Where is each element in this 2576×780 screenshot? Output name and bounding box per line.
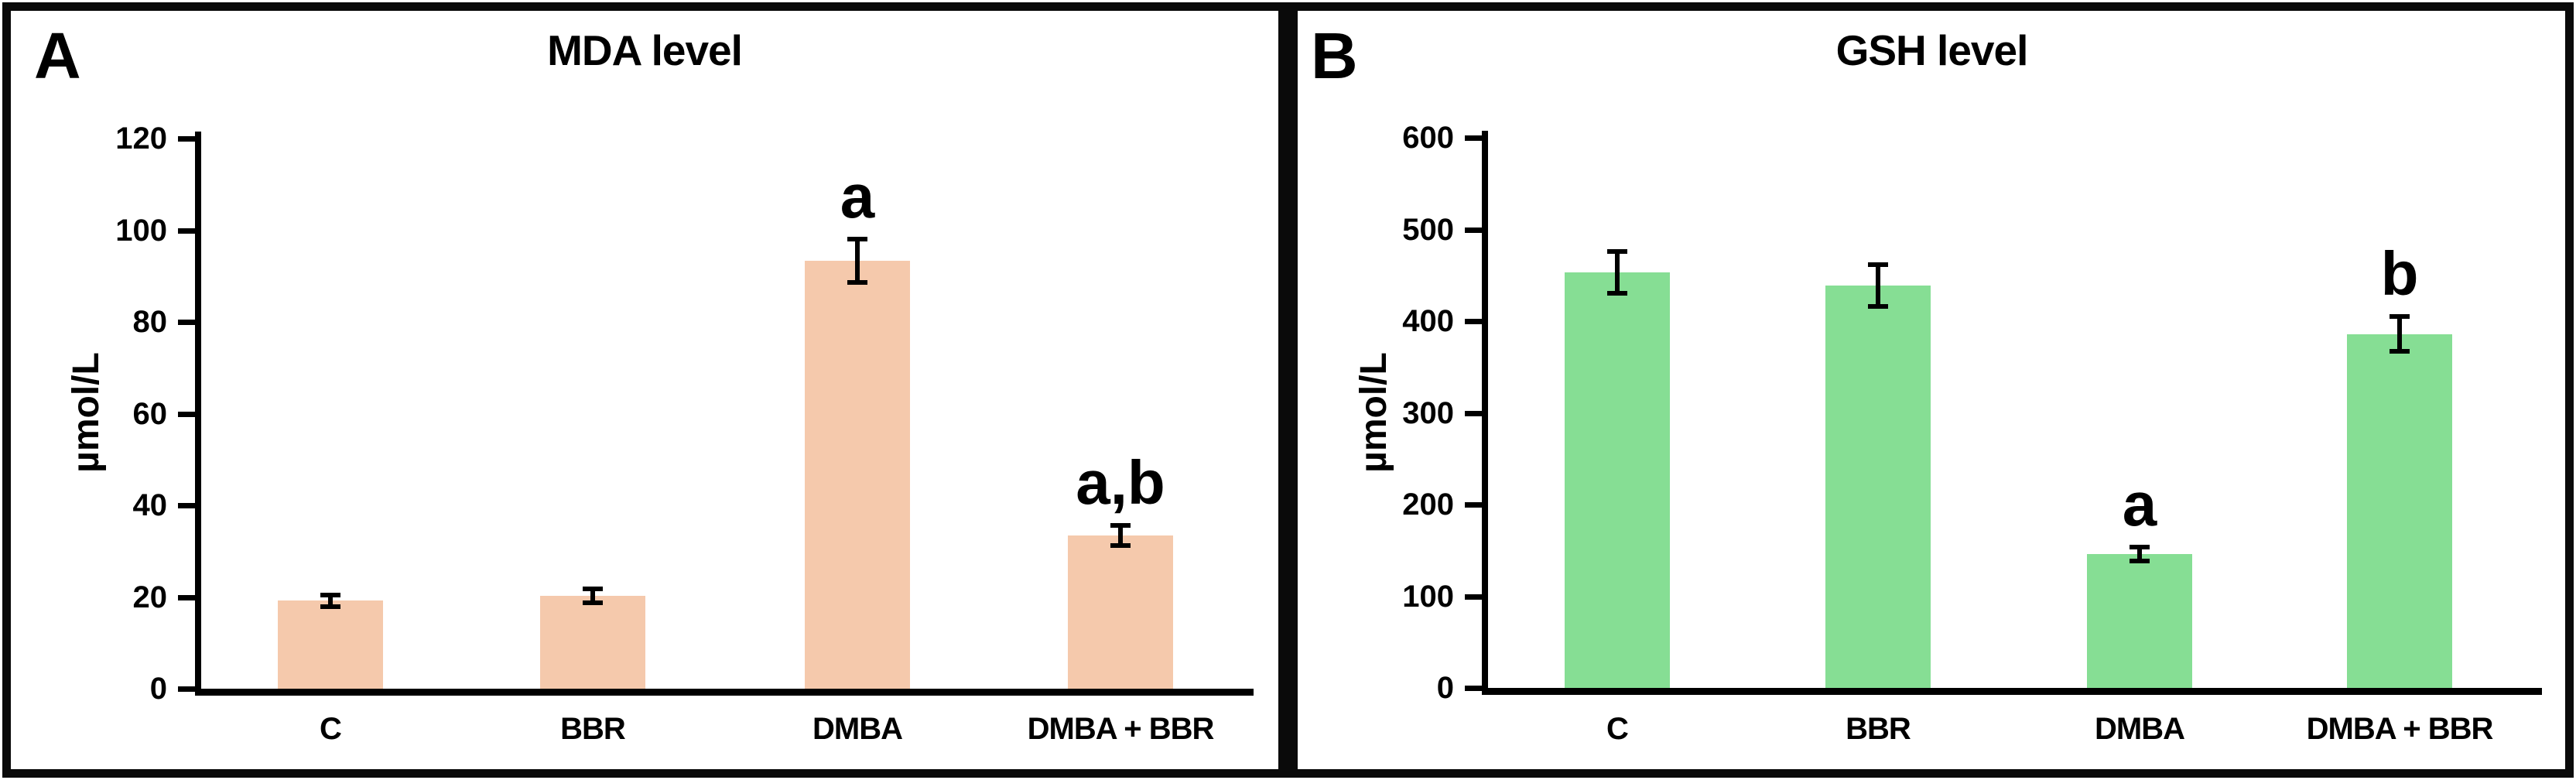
error-bar bbox=[590, 588, 595, 603]
y-tick-mark bbox=[178, 686, 195, 692]
error-bar-cap-top bbox=[847, 237, 867, 242]
y-tick-label: 100 bbox=[115, 213, 167, 248]
error-bar-cap-top bbox=[1607, 248, 1627, 254]
error-bar bbox=[1876, 264, 1880, 307]
error-bar-cap-top bbox=[320, 592, 340, 597]
error-bar-cap-bottom bbox=[847, 280, 867, 286]
y-tick-mark bbox=[178, 594, 195, 600]
error-bar bbox=[2397, 316, 2402, 352]
y-tick-label: 400 bbox=[1402, 304, 1454, 338]
panel-title: GSH level bbox=[1835, 26, 2029, 74]
bar bbox=[1565, 272, 1670, 688]
y-tick-mark bbox=[1465, 594, 1482, 600]
bar bbox=[805, 261, 910, 689]
y-tick-mark bbox=[1465, 410, 1482, 416]
panel-divider bbox=[1278, 2, 1298, 778]
error-bar bbox=[855, 239, 860, 283]
panel-letter: B bbox=[1311, 19, 1358, 92]
y-tick-mark bbox=[1465, 227, 1482, 233]
error-bar-cap-top bbox=[2390, 314, 2410, 320]
bar bbox=[2087, 553, 2192, 688]
bar bbox=[278, 600, 383, 689]
y-tick-label: 60 bbox=[132, 396, 168, 431]
y-tick-mark bbox=[178, 411, 195, 417]
error-bar-cap-bottom bbox=[2130, 559, 2150, 564]
panel-letter: A bbox=[34, 19, 81, 92]
y-tick-label: 500 bbox=[1402, 212, 1454, 247]
x-category-label: C bbox=[1606, 712, 1629, 746]
error-bar-cap-bottom bbox=[2390, 349, 2410, 354]
y-tick-label: 0 bbox=[149, 672, 167, 706]
x-axis-line bbox=[195, 689, 1254, 696]
x-category-label: DMBA bbox=[812, 712, 903, 746]
x-category-label: C bbox=[320, 712, 342, 746]
y-tick-label: 0 bbox=[1436, 671, 1454, 705]
error-bar bbox=[328, 594, 333, 607]
y-tick-mark bbox=[1465, 686, 1482, 691]
error-bar bbox=[1615, 251, 1620, 294]
y-tick-mark bbox=[178, 228, 195, 234]
significance-annotation: a,b bbox=[1076, 448, 1165, 518]
y-tick-label: 80 bbox=[132, 305, 168, 339]
y-tick-mark bbox=[1465, 319, 1482, 324]
bar bbox=[1825, 285, 1931, 688]
error-bar-cap-top bbox=[2130, 544, 2150, 549]
error-bar-cap-bottom bbox=[1110, 543, 1131, 549]
error-bar-cap-bottom bbox=[1607, 291, 1627, 296]
significance-annotation: a bbox=[840, 162, 875, 231]
y-tick-label: 300 bbox=[1402, 395, 1454, 430]
y-axis-line bbox=[1482, 131, 1488, 695]
error-bar-cap-top bbox=[583, 586, 603, 591]
error-bar-cap-bottom bbox=[583, 600, 603, 605]
bar bbox=[540, 595, 645, 689]
significance-annotation: b bbox=[2380, 239, 2419, 309]
y-tick-label: 200 bbox=[1402, 488, 1454, 522]
error-bar-cap-bottom bbox=[1868, 304, 1888, 310]
error-bar bbox=[2137, 546, 2142, 562]
bar bbox=[2347, 334, 2452, 688]
x-category-label: BBR bbox=[1846, 712, 1911, 746]
y-tick-mark bbox=[1465, 135, 1482, 141]
bar bbox=[1068, 535, 1173, 689]
y-tick-label: 120 bbox=[115, 121, 167, 156]
x-category-label: DMBA + BBR bbox=[2306, 712, 2494, 746]
panel-title: MDA level bbox=[547, 26, 743, 74]
y-tick-mark bbox=[178, 320, 195, 325]
y-tick-label: 100 bbox=[1402, 579, 1454, 614]
y-tick-label: 20 bbox=[132, 580, 168, 614]
y-tick-label: 600 bbox=[1402, 121, 1454, 155]
x-category-label: BBR bbox=[560, 712, 626, 746]
x-category-label: DMBA bbox=[2095, 712, 2185, 746]
x-category-label: DMBA + BBR bbox=[1027, 712, 1215, 746]
y-tick-mark bbox=[1465, 502, 1482, 508]
error-bar-cap-top bbox=[1110, 523, 1131, 529]
significance-annotation: a bbox=[2122, 469, 2157, 539]
error-bar bbox=[1118, 525, 1123, 546]
y-tick-label: 40 bbox=[132, 488, 168, 522]
error-bar-cap-top bbox=[1868, 262, 1888, 267]
error-bar-cap-bottom bbox=[320, 604, 340, 609]
y-tick-mark bbox=[178, 503, 195, 508]
y-axis-line bbox=[195, 132, 201, 696]
y-tick-mark bbox=[178, 136, 195, 142]
x-axis-line bbox=[1482, 688, 2542, 695]
